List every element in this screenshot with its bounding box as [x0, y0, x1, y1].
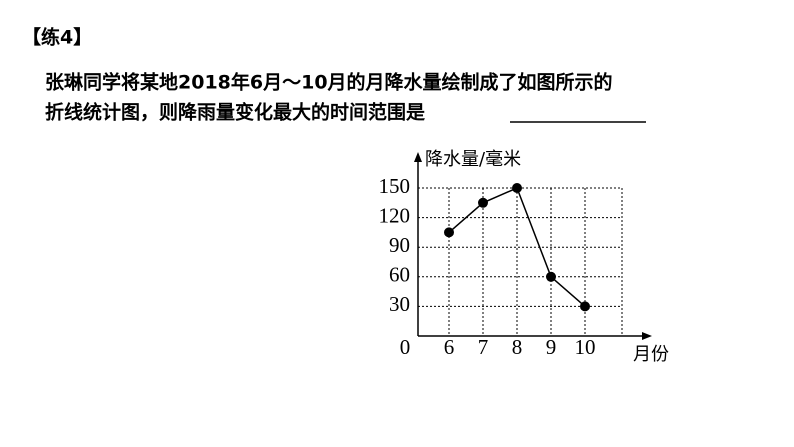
y-tick-label: 150 — [379, 174, 411, 198]
question-line: 折线统计图，则降雨量变化最大的时间范围是 — [45, 101, 425, 124]
y-axis-label: 降水量/毫米 — [425, 149, 521, 170]
y-tick-label: 30 — [389, 292, 410, 316]
data-point — [478, 197, 488, 208]
x-tick-label: 10 — [575, 335, 596, 359]
x-tick-label: 9 — [546, 335, 557, 359]
exercise-title: 【练4】 — [22, 26, 92, 49]
data-point — [444, 227, 454, 238]
origin-label: 0 — [400, 335, 411, 359]
x-axis-arrow — [642, 332, 652, 340]
question-line: 张琳同学将某地2018年6月～10月的月降水量绘制成了如图所示的 — [45, 71, 613, 94]
x-tick-label: 8 — [512, 335, 523, 359]
chart: 降水量/毫米 月份 0 30 60 90 120 150 6 7 8 9 10 — [379, 149, 670, 365]
y-tick-label: 60 — [389, 263, 410, 287]
data-point — [512, 183, 522, 193]
x-tick-label: 6 — [444, 335, 455, 359]
data-point — [580, 301, 590, 312]
x-axis-label: 月份 — [633, 344, 669, 365]
data-point — [546, 271, 556, 282]
y-tick-label: 90 — [389, 233, 410, 257]
x-tick-label: 7 — [478, 335, 489, 359]
y-axis-arrow — [414, 152, 422, 162]
y-tick-label: 120 — [379, 203, 411, 227]
